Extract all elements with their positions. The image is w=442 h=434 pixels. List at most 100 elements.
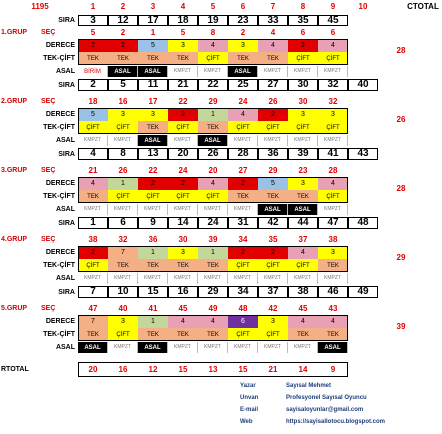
asal-cell[interactable]: KMPZT <box>258 66 288 77</box>
sec-cell[interactable]: 34 <box>238 235 248 244</box>
derece-cell[interactable]: 1 <box>108 177 138 190</box>
derece-cell[interactable]: 1 <box>198 246 228 259</box>
sira-cell[interactable]: 49 <box>348 286 378 298</box>
sec-cell[interactable]: 47 <box>88 304 98 313</box>
sec-cell[interactable]: 30 <box>298 97 308 106</box>
sira-cell[interactable]: 23 <box>228 15 258 26</box>
tek-cift-cell[interactable]: ÇİFT <box>198 190 228 203</box>
derece-cell[interactable]: 1 <box>138 315 168 328</box>
sira-cell[interactable]: 4 <box>78 148 108 160</box>
sira-cell[interactable]: 39 <box>288 148 318 160</box>
asal-cell[interactable]: KMPZT <box>228 204 258 215</box>
sec-cell[interactable]: 29 <box>268 166 278 175</box>
sec-cell[interactable]: 26 <box>268 97 278 106</box>
sec-cell[interactable]: 1 <box>150 28 156 37</box>
derece-cell[interactable]: 3 <box>168 246 198 259</box>
sira-cell[interactable]: 9 <box>138 217 168 229</box>
sira-cell[interactable]: 22 <box>198 79 228 91</box>
asal-cell[interactable]: KMPZT <box>198 204 228 215</box>
sec-cell[interactable]: 24 <box>178 166 188 175</box>
sira-cell[interactable]: 36 <box>258 148 288 160</box>
tek-cift-cell[interactable]: TEK <box>168 328 198 341</box>
tek-cift-cell[interactable]: TEK <box>258 190 288 203</box>
tek-cift-cell[interactable]: TEK <box>198 121 228 134</box>
sira-cell[interactable]: 2 <box>78 79 108 91</box>
derece-cell[interactable]: 4 <box>228 108 258 121</box>
sira-cell[interactable]: 44 <box>288 217 318 229</box>
sec-cell[interactable]: 22 <box>148 166 158 175</box>
sec-cell[interactable]: 49 <box>208 304 218 313</box>
tek-cift-cell[interactable]: ÇİFT <box>258 328 288 341</box>
sec-cell[interactable]: 27 <box>238 166 248 175</box>
tek-cift-cell[interactable]: TEK <box>288 328 318 341</box>
sira-cell[interactable]: 31 <box>228 217 258 229</box>
asal-cell[interactable]: KMPZT <box>288 66 318 77</box>
sec-cell[interactable]: 5 <box>90 28 96 37</box>
derece-cell[interactable]: 2 <box>108 39 138 52</box>
asal-cell[interactable]: KMPZT <box>168 66 198 77</box>
sira-cell[interactable]: 29 <box>198 286 228 298</box>
sec-cell[interactable]: 20 <box>208 166 218 175</box>
sira-cell[interactable]: 7 <box>78 286 108 298</box>
sec-cell[interactable]: 26 <box>118 166 128 175</box>
sira-cell[interactable]: 43 <box>348 148 378 160</box>
tek-cift-cell[interactable]: ÇİFT <box>138 190 168 203</box>
sira-cell[interactable]: 34 <box>228 286 258 298</box>
asal-cell[interactable]: KMPZT <box>318 66 348 77</box>
asal-cell[interactable]: KMPZT <box>228 273 258 284</box>
sira-cell[interactable]: 6 <box>108 217 138 229</box>
asal-cell[interactable]: KMPZT <box>228 342 258 353</box>
derece-cell[interactable]: 3 <box>138 108 168 121</box>
sira-cell[interactable]: 14 <box>168 217 198 229</box>
derece-cell[interactable]: 5 <box>78 108 108 121</box>
sira-cell[interactable]: 48 <box>348 217 378 229</box>
asal-cell[interactable]: KMPZT <box>228 135 258 146</box>
sira-cell[interactable]: 17 <box>138 15 168 26</box>
sira-cell[interactable]: 38 <box>288 286 318 298</box>
tek-cift-cell[interactable]: ÇİFT <box>108 190 138 203</box>
tek-cift-cell[interactable]: TEK <box>288 190 318 203</box>
derece-cell[interactable]: 2 <box>228 246 258 259</box>
sec-cell[interactable]: 2 <box>120 28 126 37</box>
tek-cift-cell[interactable]: TEK <box>108 259 138 272</box>
tek-cift-cell[interactable]: TEK <box>228 52 258 65</box>
sira-cell[interactable]: 15 <box>138 286 168 298</box>
derece-cell[interactable]: 3 <box>108 315 138 328</box>
tek-cift-cell[interactable]: TEK <box>168 52 198 65</box>
sec-cell[interactable]: 6 <box>330 28 336 37</box>
sira-cell[interactable]: 19 <box>198 15 228 26</box>
asal-cell[interactable]: ASAL <box>228 66 258 77</box>
sira-cell[interactable]: 32 <box>318 79 348 91</box>
derece-cell[interactable]: 2 <box>258 246 288 259</box>
asal-cell[interactable]: ASAL <box>258 204 288 215</box>
tek-cift-cell[interactable]: ÇİFT <box>168 190 198 203</box>
derece-cell[interactable]: 2 <box>258 108 288 121</box>
derece-cell[interactable]: 4 <box>168 315 198 328</box>
asal-cell[interactable]: ASAL <box>198 135 228 146</box>
asal-cell[interactable]: KMPZT <box>168 342 198 353</box>
sec-cell[interactable]: 30 <box>178 235 188 244</box>
asal-cell[interactable]: KMPZT <box>198 342 228 353</box>
tek-cift-cell[interactable]: ÇİFT <box>228 121 258 134</box>
sira-cell[interactable]: 40 <box>348 79 378 91</box>
sira-cell[interactable]: 1 <box>78 217 108 229</box>
sira-cell[interactable]: 47 <box>318 217 348 229</box>
sira-cell[interactable]: 5 <box>108 79 138 91</box>
derece-cell[interactable]: 1 <box>198 108 228 121</box>
derece-cell[interactable]: 4 <box>318 315 348 328</box>
sec-cell[interactable]: 23 <box>298 166 308 175</box>
asal-cell[interactable]: KMPZT <box>78 135 108 146</box>
sec-cell[interactable]: 43 <box>328 304 338 313</box>
asal-cell[interactable]: KMPZT <box>108 342 138 353</box>
sec-cell[interactable]: 22 <box>178 97 188 106</box>
sira-cell[interactable]: 45 <box>318 15 348 26</box>
tek-cift-cell[interactable]: ÇİFT <box>318 190 348 203</box>
sec-cell[interactable]: 45 <box>298 304 308 313</box>
tek-cift-cell[interactable]: ÇİFT <box>108 328 138 341</box>
asal-cell[interactable]: KMPZT <box>168 273 198 284</box>
derece-cell[interactable]: 5 <box>258 177 288 190</box>
derece-cell[interactable]: 5 <box>138 39 168 52</box>
asal-cell[interactable]: ASAL <box>78 342 108 353</box>
tek-cift-cell[interactable]: ÇİFT <box>78 121 108 134</box>
sec-cell[interactable]: 45 <box>178 304 188 313</box>
